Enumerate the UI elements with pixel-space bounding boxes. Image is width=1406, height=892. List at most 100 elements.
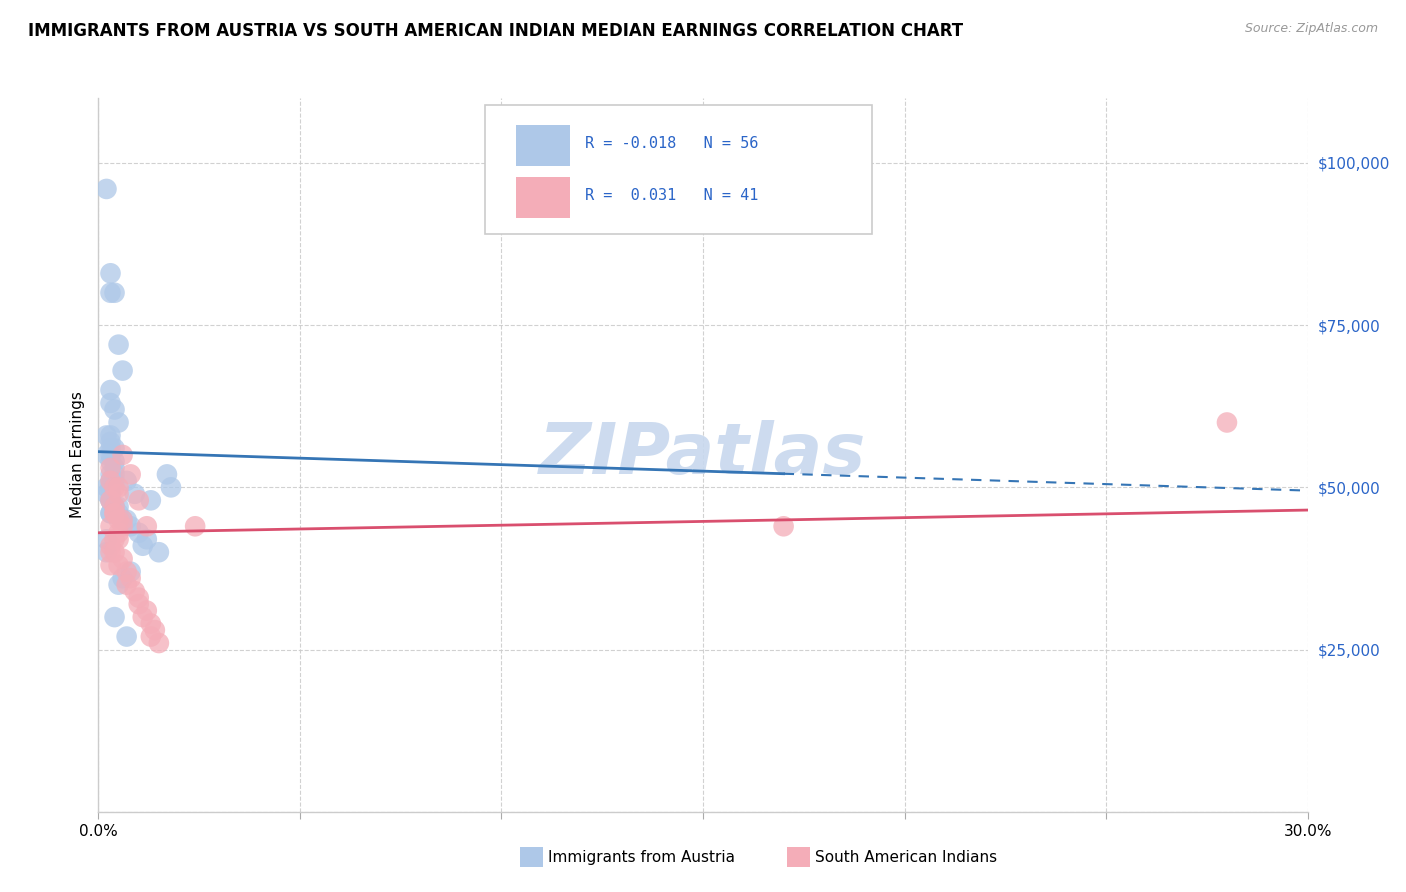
Point — [111, 448, 134, 462]
Point — [100, 480, 122, 494]
Point — [107, 337, 129, 351]
Point — [107, 416, 129, 430]
Point — [100, 558, 122, 573]
Point — [103, 545, 125, 559]
Point — [148, 636, 170, 650]
Point — [96, 182, 118, 196]
Point — [100, 493, 122, 508]
Point — [111, 519, 134, 533]
Point — [120, 519, 142, 533]
Text: Immigrants from Austria: Immigrants from Austria — [548, 850, 735, 864]
Point — [184, 519, 207, 533]
Point — [96, 480, 118, 494]
Point — [100, 474, 122, 488]
Point — [103, 500, 125, 514]
Point — [148, 545, 170, 559]
Point — [103, 285, 125, 300]
Point — [100, 461, 122, 475]
Point — [103, 480, 125, 494]
Point — [111, 363, 134, 377]
Point — [100, 545, 122, 559]
Point — [100, 434, 122, 449]
Point — [100, 487, 122, 501]
Point — [111, 513, 134, 527]
Point — [135, 604, 157, 618]
Point — [124, 584, 146, 599]
Point — [143, 623, 166, 637]
Bar — [516, 177, 569, 218]
Point — [156, 467, 179, 482]
Point — [103, 454, 125, 468]
Point — [103, 474, 125, 488]
Point — [107, 480, 129, 494]
Point — [139, 493, 162, 508]
Point — [132, 539, 155, 553]
Point — [96, 448, 118, 462]
Point — [100, 480, 122, 494]
Point — [103, 461, 125, 475]
Point — [135, 533, 157, 547]
Point — [128, 597, 150, 611]
Point — [96, 487, 118, 501]
Point — [115, 565, 138, 579]
Point — [103, 500, 125, 514]
Text: ZIPatlas: ZIPatlas — [540, 420, 866, 490]
Point — [115, 513, 138, 527]
Point — [124, 487, 146, 501]
Point — [120, 467, 142, 482]
Point — [100, 383, 122, 397]
Point — [100, 428, 122, 442]
Text: R = -0.018   N = 56: R = -0.018 N = 56 — [585, 136, 758, 151]
Point — [128, 493, 150, 508]
Text: South American Indians: South American Indians — [815, 850, 998, 864]
Point — [107, 558, 129, 573]
Text: IMMIGRANTS FROM AUSTRIA VS SOUTH AMERICAN INDIAN MEDIAN EARNINGS CORRELATION CHA: IMMIGRANTS FROM AUSTRIA VS SOUTH AMERICA… — [28, 22, 963, 40]
Point — [96, 533, 118, 547]
Point — [107, 500, 129, 514]
Point — [103, 500, 125, 514]
Point — [103, 442, 125, 456]
Point — [772, 519, 794, 533]
Point — [132, 610, 155, 624]
Point — [128, 591, 150, 605]
Point — [111, 571, 134, 585]
Point — [135, 519, 157, 533]
Point — [100, 519, 122, 533]
Point — [100, 285, 122, 300]
Point — [103, 506, 125, 520]
Point — [120, 565, 142, 579]
Point — [103, 506, 125, 520]
Point — [100, 467, 122, 482]
Point — [100, 493, 122, 508]
Point — [107, 533, 129, 547]
Point — [128, 525, 150, 540]
Point — [111, 551, 134, 566]
Point — [100, 493, 122, 508]
Point — [160, 480, 183, 494]
Point — [107, 506, 129, 520]
Point — [103, 402, 125, 417]
Point — [103, 533, 125, 547]
Point — [100, 506, 122, 520]
Point — [115, 474, 138, 488]
Point — [115, 630, 138, 644]
Point — [115, 577, 138, 591]
Text: R =  0.031   N = 41: R = 0.031 N = 41 — [585, 188, 758, 203]
Point — [107, 525, 129, 540]
FancyBboxPatch shape — [485, 105, 872, 234]
Point — [100, 442, 122, 456]
Y-axis label: Median Earnings: Median Earnings — [69, 392, 84, 518]
Point — [100, 448, 122, 462]
Point — [103, 467, 125, 482]
Point — [100, 266, 122, 280]
Point — [107, 487, 129, 501]
Point — [120, 571, 142, 585]
Point — [100, 506, 122, 520]
Point — [96, 428, 118, 442]
Point — [100, 474, 122, 488]
Point — [111, 513, 134, 527]
Point — [139, 616, 162, 631]
Point — [139, 630, 162, 644]
Point — [107, 513, 129, 527]
Text: Source: ZipAtlas.com: Source: ZipAtlas.com — [1244, 22, 1378, 36]
